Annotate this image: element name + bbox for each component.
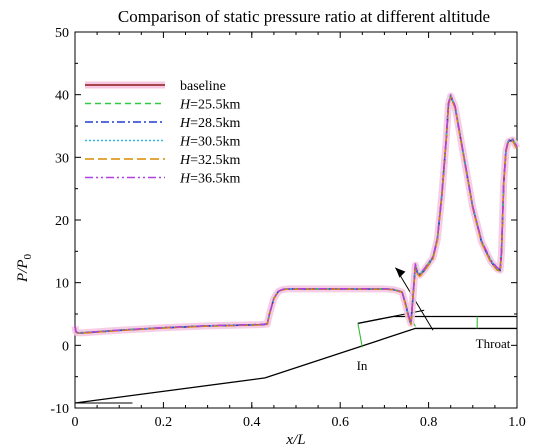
x-tick-label: 0.8 [420, 415, 438, 430]
inlet-label: In [357, 358, 368, 373]
x-tick-label: 0.6 [331, 415, 349, 430]
legend-label-5: H=36.5km [179, 172, 241, 187]
legend-label-var: H [179, 135, 191, 150]
chart-title: Comparison of static pressure ratio at d… [118, 7, 490, 26]
shock-arrow-head [395, 267, 406, 278]
legend-label-value: =28.5km [190, 116, 240, 131]
series-line-1 [74, 94, 518, 334]
legend-label-1: H=25.5km [179, 98, 241, 113]
series-line-2 [74, 95, 518, 334]
legend-label-value: =25.5km [190, 98, 240, 113]
legend-label-value: =36.5km [190, 172, 240, 187]
series-line-5 [74, 93, 518, 334]
legend-label-var: H [179, 116, 191, 131]
x-tick-label: 0 [72, 415, 79, 430]
x-tick-label: 0.2 [155, 415, 173, 430]
y-axis-label-subscript: 0 [22, 254, 34, 260]
y-tick-label: 10 [55, 277, 69, 292]
ramp-surface [74, 327, 517, 404]
legend-label-4: H=32.5km [179, 153, 241, 168]
legend-label-value: =30.5km [190, 135, 240, 150]
series-line-3 [74, 94, 518, 334]
legend-label-2: H=28.5km [179, 116, 241, 131]
y-tick-label: 0 [62, 339, 69, 354]
legend-label-value: baseline [180, 79, 226, 94]
y-axis-label: P/P0 [15, 254, 34, 284]
y-tick-label: 50 [55, 26, 69, 41]
y-tick-label: -10 [50, 402, 69, 417]
inlet-marker [357, 323, 363, 348]
x-tick-label: 1.0 [508, 415, 526, 430]
throat-label: Throat [476, 336, 511, 351]
y-tick-label: 40 [55, 89, 69, 104]
legend-label-var: H [179, 98, 191, 113]
legend: baselineH=25.5kmH=28.5kmH=30.5kmH=32.5km… [85, 79, 241, 187]
legend-label-var: H [179, 153, 191, 168]
series-line-4 [74, 96, 518, 334]
y-tick-label: 30 [55, 151, 69, 166]
series-line-0 [74, 95, 518, 334]
cowl-surface [357, 315, 517, 325]
legend-label-value: =32.5km [190, 153, 240, 168]
legend-label-var: H [179, 172, 191, 187]
x-axis-label: x/L [285, 432, 305, 448]
x-tick-label: 0.4 [243, 415, 261, 430]
legend-label-0: baseline [180, 79, 226, 94]
series-halo-0 [71, 92, 521, 337]
y-tick-label: 20 [55, 214, 69, 229]
legend-label-3: H=30.5km [179, 135, 241, 150]
y-axis-label-main: P/P [15, 260, 31, 284]
y-axis-label-text: P/P0 [15, 254, 34, 284]
series-lines [71, 92, 521, 337]
